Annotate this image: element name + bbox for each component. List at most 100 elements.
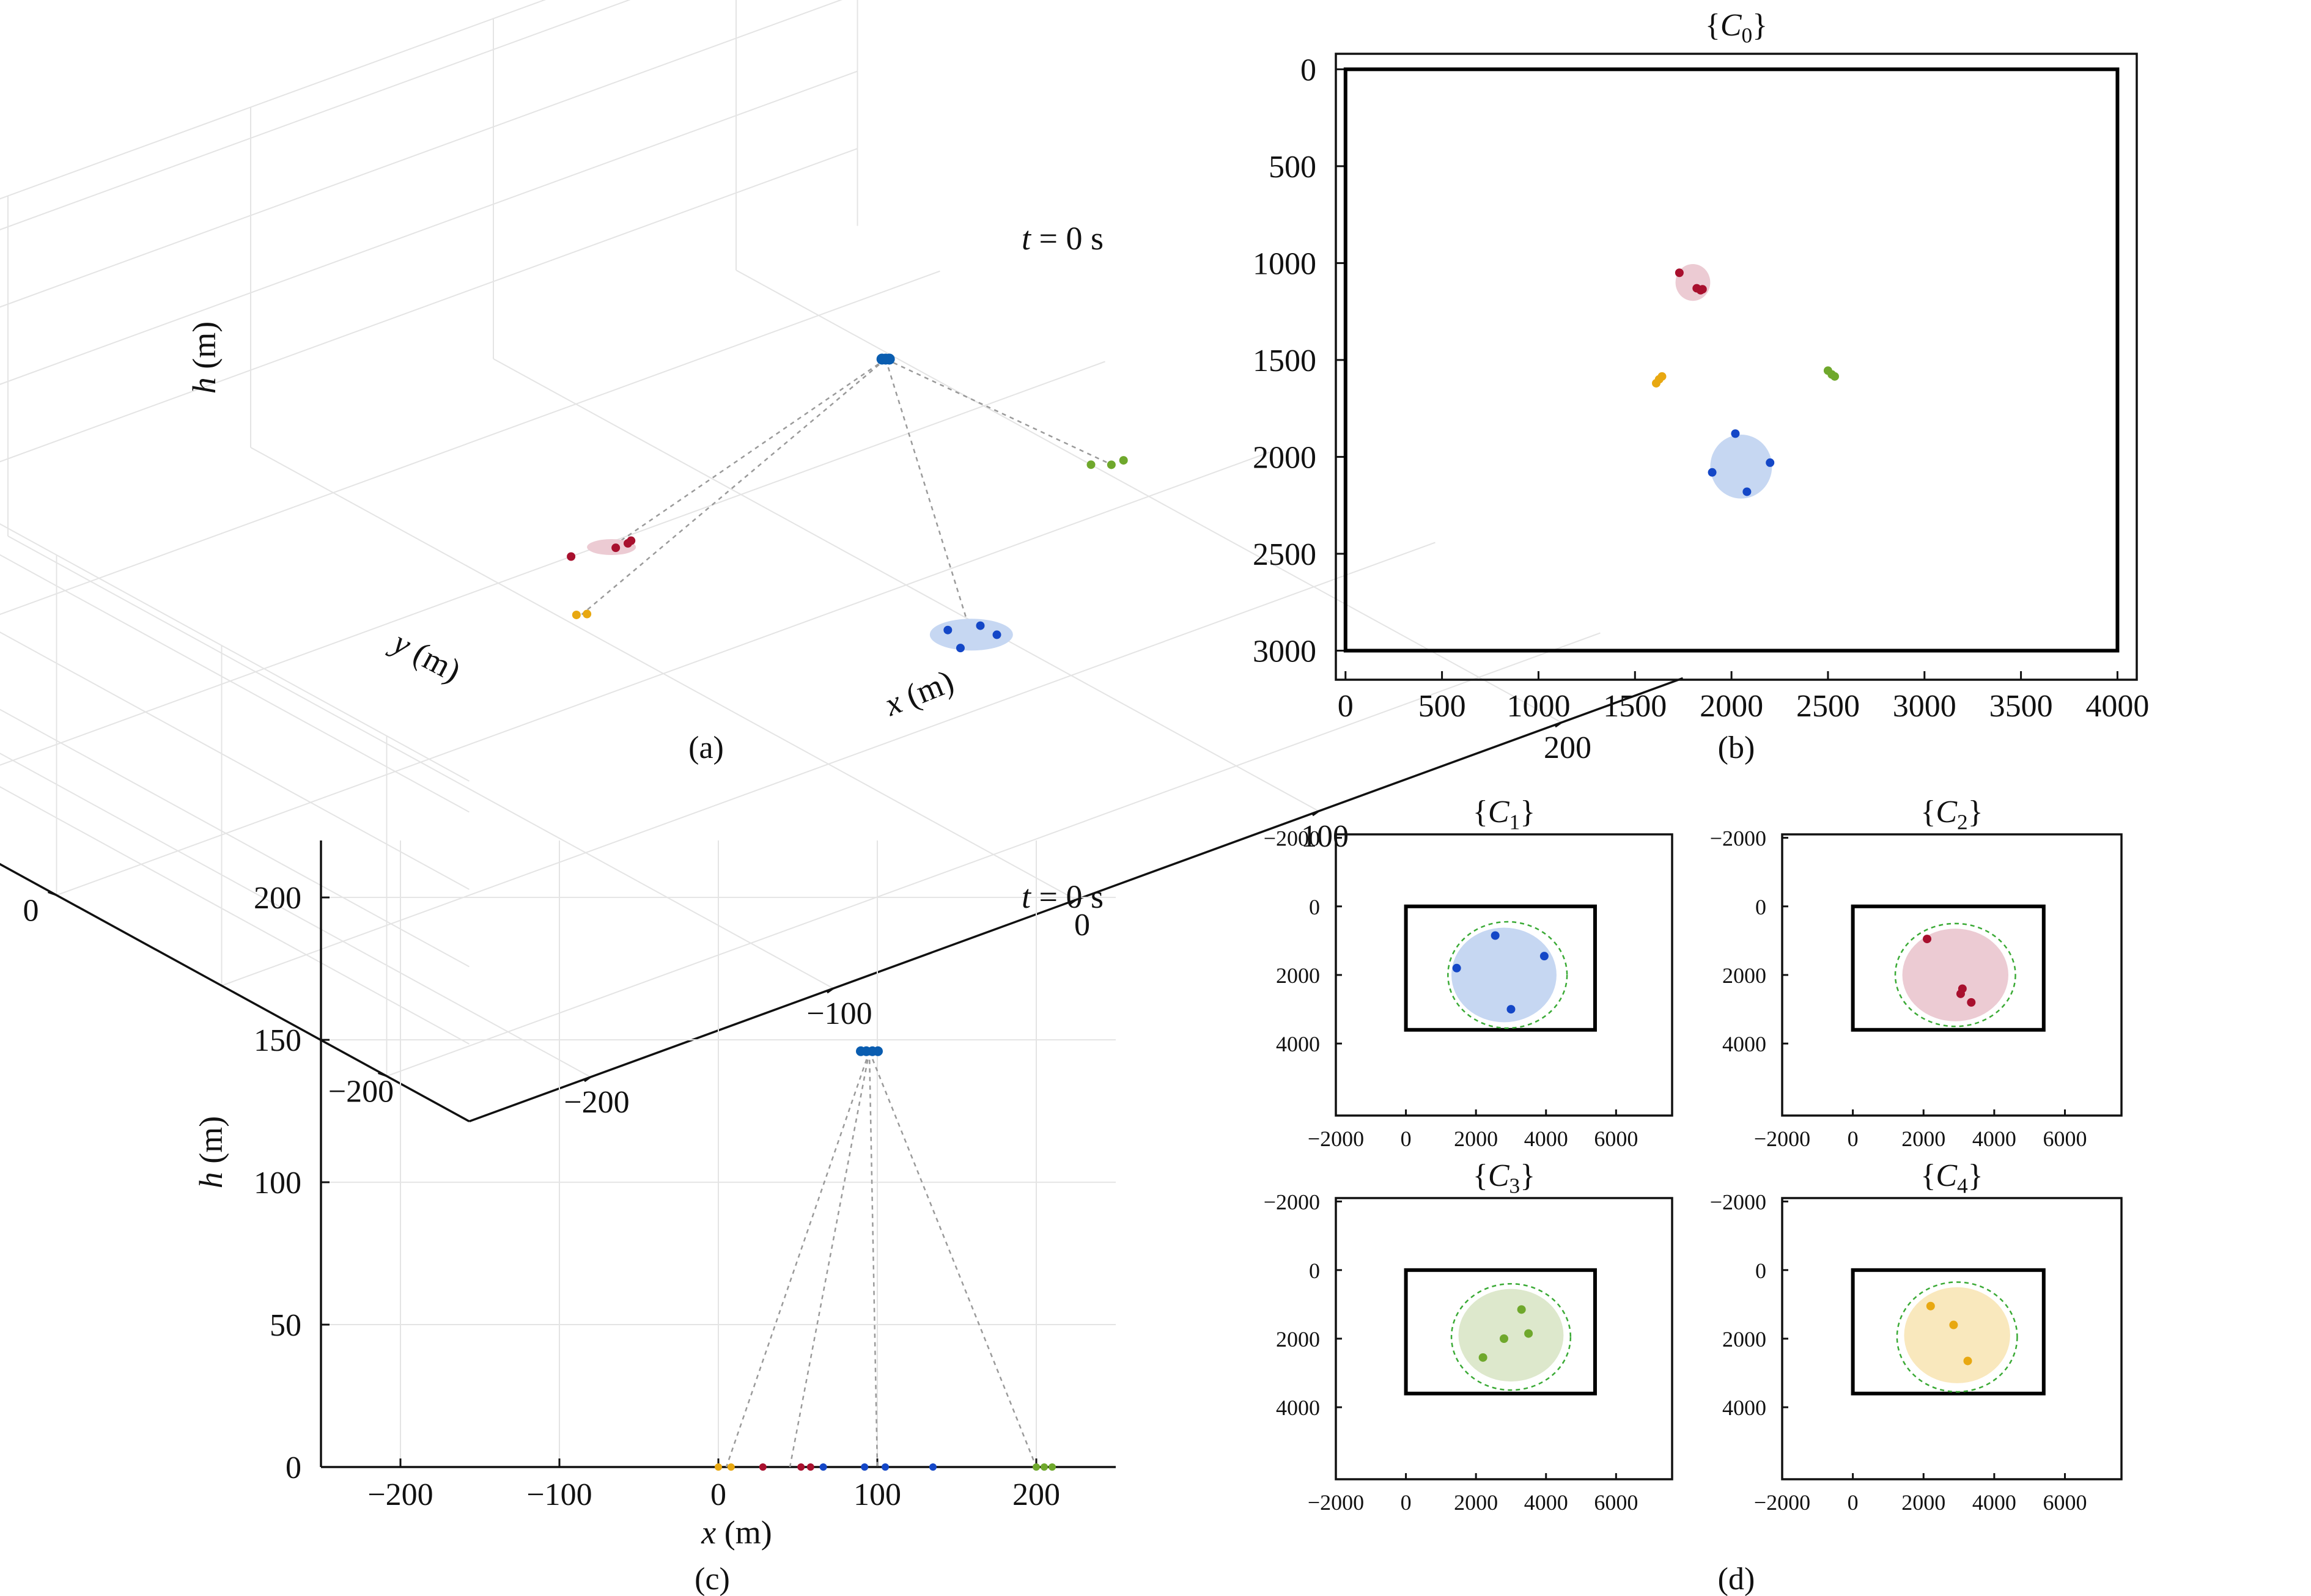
x-tick-label: 6000 xyxy=(2043,1490,2087,1515)
image-boundary xyxy=(1343,67,2120,653)
x-tick-label: 0 xyxy=(1074,908,1090,943)
x-tick xyxy=(1312,810,1319,817)
blue-target-point xyxy=(1491,931,1500,940)
panel-d-camera-views: −2000 0 2000 4000 6000 −2000 0 2000 4000 {C1} −200… xyxy=(1264,795,2123,1515)
x-tick xyxy=(1069,899,1077,905)
y-tick-label: −2000 xyxy=(1264,1190,1320,1215)
yellow-target-point xyxy=(1963,1356,1972,1366)
blue-ground-point xyxy=(882,1463,889,1471)
x-tick-label: 2000 xyxy=(1700,689,1763,724)
y-tick-label: 500 xyxy=(1269,150,1316,185)
plot-area-frame xyxy=(1335,53,2138,681)
green-target-point xyxy=(1500,1334,1508,1343)
x-tick-label: 6000 xyxy=(1594,1490,1638,1515)
blue-target-point xyxy=(1731,429,1740,438)
sightline xyxy=(885,358,1109,465)
y-tick-label: 4000 xyxy=(1276,1032,1320,1056)
x-tick-label: 1000 xyxy=(1506,689,1570,724)
subplot-title: {C3} xyxy=(1473,1158,1535,1197)
fov-dashed-boundary xyxy=(1450,1282,1572,1391)
wall-gridline xyxy=(0,70,858,385)
image-boundary xyxy=(1851,904,2046,1032)
red-target-point xyxy=(1956,989,1965,998)
x-tick-label: 0 xyxy=(1848,1127,1859,1151)
x-tick-label: 2500 xyxy=(1796,689,1860,724)
y-tick-label: 0 xyxy=(1309,1259,1320,1283)
x-tick-label: −2000 xyxy=(1754,1127,1810,1151)
sightline xyxy=(789,1051,871,1468)
x-tick-label: 0 xyxy=(710,1477,726,1512)
floor-gridline-y xyxy=(0,361,1105,766)
floor-gridline-y xyxy=(386,632,1601,1077)
x-tick-label: 6000 xyxy=(2043,1127,2087,1151)
wall-gridline xyxy=(0,148,858,463)
x-tick-label: 4000 xyxy=(1972,1127,2016,1151)
floor-gridline-y xyxy=(56,451,1270,896)
panel-label-d: (d) xyxy=(1718,1562,1755,1596)
yellow-target-point xyxy=(572,610,581,619)
camera-view-4: −2000 0 2000 4000 6000 −2000 0 2000 4000 {C4} xyxy=(1710,1158,2123,1515)
green-target-point xyxy=(1119,456,1128,465)
green-ground-point xyxy=(1041,1463,1048,1471)
red-target-point xyxy=(627,536,636,545)
y-tick-label: 2500 xyxy=(1253,537,1316,572)
y-tick-label: 4000 xyxy=(1722,1396,1766,1420)
x-tick xyxy=(584,1076,591,1083)
red-target-point xyxy=(567,552,576,561)
yellow-coverage-ellipse xyxy=(1904,1287,2010,1383)
uav-point xyxy=(873,1046,883,1056)
red-ground-point xyxy=(806,1463,814,1471)
green-target-point xyxy=(1107,460,1116,469)
x-tick-label: 3500 xyxy=(1989,689,2053,724)
subplot-title: {C2} xyxy=(1920,795,1983,834)
image-boundary xyxy=(1404,904,1597,1032)
blue-target-point xyxy=(1506,1005,1516,1014)
x-tick-label: 4000 xyxy=(1972,1490,2016,1515)
x-tick-label: 1500 xyxy=(1603,689,1667,724)
x-axis-label: x (m) xyxy=(701,1514,772,1551)
x-tick-label: 6000 xyxy=(1594,1127,1638,1151)
yellow-ground-point xyxy=(715,1463,722,1471)
x-tick-label: −100 xyxy=(526,1477,592,1512)
x-tick-label: −2000 xyxy=(1754,1490,1810,1515)
blue-ground-point xyxy=(861,1463,869,1471)
blue-target-point xyxy=(1539,952,1549,961)
x-tick-label: 2000 xyxy=(1454,1490,1498,1515)
sightline xyxy=(885,359,973,635)
y-tick-label: −2000 xyxy=(1264,826,1320,851)
x-tick-label: 0 xyxy=(1338,689,1354,724)
blue-coverage-ellipse xyxy=(1710,434,1772,499)
floor-gridline-y xyxy=(221,542,1436,987)
subplot-title: {C1} xyxy=(1473,795,1535,834)
z-axis-label: h (m) xyxy=(186,322,223,394)
red-target-point xyxy=(1967,998,1976,1007)
y-tick-label: 2000 xyxy=(1722,1327,1766,1351)
y-tick-label: 2000 xyxy=(1276,1327,1320,1351)
x-tick-label: 3000 xyxy=(1893,689,1956,724)
blue-target-point xyxy=(1766,458,1775,467)
x-tick-label: 200 xyxy=(1544,730,1591,765)
time-annotation: t = 0 s xyxy=(1022,878,1104,915)
y-tick-label: 100 xyxy=(254,1166,301,1201)
y-tick xyxy=(377,1072,388,1077)
x-tick-label: 2000 xyxy=(1454,1127,1498,1151)
uav-point xyxy=(883,353,895,365)
blue-target-point xyxy=(1742,487,1752,496)
y-tick-label: 0 xyxy=(1309,895,1320,919)
y-tick-label: 200 xyxy=(254,881,301,916)
box-edge xyxy=(0,523,470,782)
panel-label-b: (b) xyxy=(1718,730,1755,765)
sightline xyxy=(868,1051,1038,1468)
image-boundary xyxy=(1851,1268,2046,1396)
x-tick-label: −2000 xyxy=(1308,1127,1364,1151)
y-tick-label: 1000 xyxy=(1253,246,1316,281)
y-tick-label: 2000 xyxy=(1276,963,1320,988)
red-ground-point xyxy=(797,1463,805,1471)
blue-target-point xyxy=(1708,468,1717,477)
red-target-point xyxy=(1698,285,1707,294)
sightline xyxy=(868,1051,879,1468)
wall-gridline xyxy=(0,708,470,968)
panel-c-side-view: −200 −100 0 100 200 0 50 100 150 200 x (m) h (m) t =… xyxy=(193,840,1116,1551)
blue-ground-point xyxy=(819,1463,827,1471)
